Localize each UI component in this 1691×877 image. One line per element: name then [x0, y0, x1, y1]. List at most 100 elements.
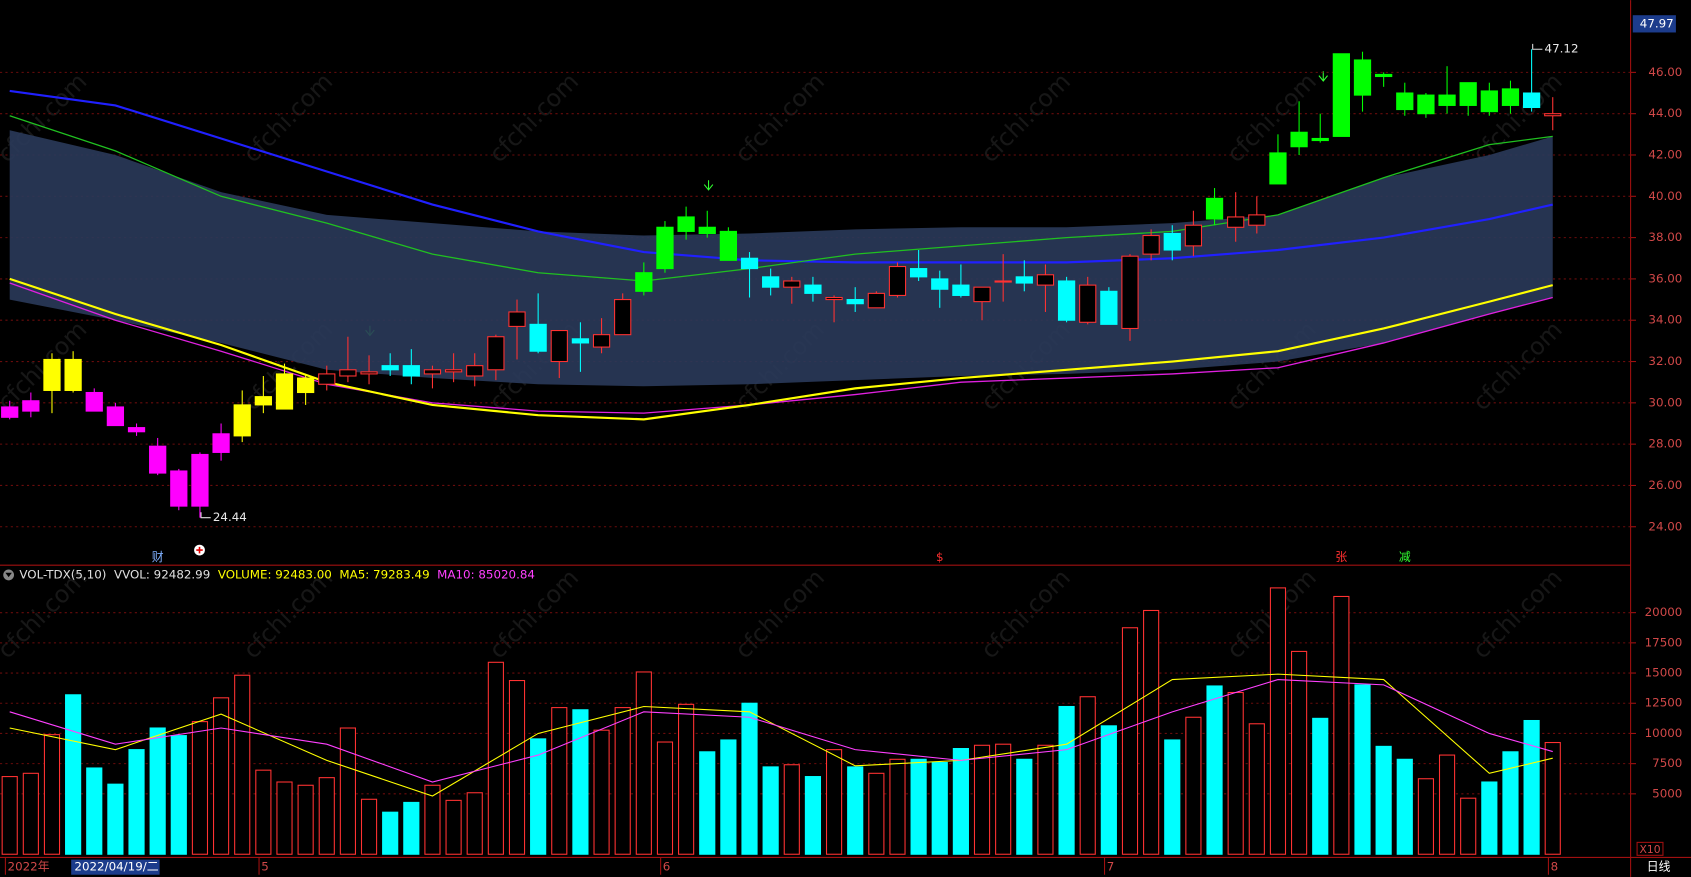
candle-body — [423, 369, 442, 375]
indicator-header: VOLUME: 92483.00 — [218, 567, 332, 581]
candle-body — [762, 276, 780, 288]
event-marker: 张 — [1335, 550, 1347, 564]
candle-body — [466, 365, 484, 377]
y-tick-label: 24.00 — [1648, 519, 1682, 533]
candle-body — [1121, 255, 1139, 330]
signal-arrow — [1318, 71, 1328, 82]
y-tick-label: 15000 — [1645, 666, 1683, 680]
volume-bar — [1143, 609, 1160, 855]
candle-body — [1248, 214, 1266, 226]
volume-bar — [678, 703, 695, 855]
y-tick-label: 12500 — [1645, 696, 1683, 710]
volume-bar — [424, 784, 441, 855]
volume-bar — [995, 743, 1012, 855]
signal-arrow — [703, 180, 714, 191]
candle-body — [1480, 90, 1498, 113]
candle-body — [1, 406, 19, 418]
candle-body — [550, 330, 568, 363]
candle-body — [1015, 276, 1033, 284]
event-marker: 财 — [152, 550, 164, 564]
volume-bar — [1164, 739, 1181, 855]
ma-line — [9, 115, 1553, 282]
event-icon-cross — [196, 546, 203, 554]
candle-body — [952, 284, 970, 296]
cursor-date-box — [71, 859, 160, 875]
candle-body — [487, 336, 505, 371]
candle-body — [275, 373, 294, 410]
candle-body — [571, 338, 590, 344]
y-tick-label: 38.00 — [1648, 230, 1682, 244]
candle-body — [1205, 197, 1224, 220]
candle-body — [1311, 137, 1329, 142]
candle-body — [1375, 73, 1393, 78]
volume-bar — [508, 680, 526, 855]
y-tick-label: 40.00 — [1648, 189, 1682, 203]
volume-bar — [1333, 595, 1350, 855]
candle-body — [825, 296, 843, 301]
candle-body — [698, 226, 716, 235]
volume-bar — [191, 721, 209, 855]
y-tick-label: 28.00 — [1648, 437, 1682, 451]
volume-bar — [783, 764, 800, 855]
y-tick-label: 46.00 — [1648, 65, 1682, 79]
annotation-pointer — [1532, 43, 1543, 50]
candle-body — [592, 334, 611, 348]
volume-bar — [212, 697, 230, 855]
candle-body — [931, 278, 949, 290]
candle-body — [1501, 88, 1520, 106]
volume-bar — [825, 749, 843, 855]
volume-bar — [297, 784, 314, 855]
volume-bar — [572, 709, 589, 855]
candle-body — [381, 365, 399, 371]
indicator-header: VVOL: 92482.99 — [114, 567, 210, 581]
volume-bar — [255, 769, 272, 855]
volume-bar — [847, 766, 864, 855]
volume-bar — [1354, 684, 1371, 855]
candle-body — [1332, 53, 1350, 137]
event-marker: $ — [936, 550, 944, 564]
x-tick-label: 8 — [1551, 860, 1559, 874]
unit-box — [1636, 841, 1664, 856]
volume-bar — [1121, 627, 1139, 855]
volume-bar — [1396, 758, 1413, 855]
volume-bar — [149, 727, 166, 855]
volume-bar — [1037, 744, 1054, 855]
candle-body — [444, 369, 463, 373]
candle-body — [804, 284, 822, 294]
volume-bar — [1269, 587, 1287, 855]
y-tick-label: 10000 — [1645, 726, 1683, 740]
volume-bar — [931, 762, 948, 855]
candle-body — [1396, 92, 1414, 111]
candle-body — [846, 299, 864, 305]
volume-bar — [382, 811, 399, 855]
indicator-header: MA10: 85020.84 — [437, 567, 535, 581]
volume-bar — [1417, 778, 1435, 855]
candle-body — [1227, 216, 1245, 228]
volume-bar — [276, 781, 293, 855]
candle-body — [1184, 224, 1203, 247]
volume-bar — [1100, 725, 1117, 855]
annotation-label: 47.12 — [1545, 42, 1579, 56]
volume-bar — [1291, 650, 1308, 855]
x-tick-label: 2022年 — [8, 860, 50, 874]
ma-line — [9, 282, 1553, 414]
candle-body — [740, 257, 759, 270]
top-price-label: 47.97 — [1640, 16, 1674, 30]
candle-body — [1438, 94, 1456, 106]
y-tick-label: 34.00 — [1648, 313, 1682, 327]
y-tick-label: 44.00 — [1648, 106, 1682, 120]
volume-bar — [86, 767, 103, 855]
volume-bar — [910, 758, 927, 855]
volume-bar — [22, 772, 39, 855]
candle-body — [64, 358, 82, 391]
volume-bar — [339, 727, 356, 855]
candle-body — [909, 268, 928, 278]
x-tick-label: 5 — [261, 860, 269, 874]
candle-body — [529, 323, 547, 352]
volume-bar — [466, 792, 483, 855]
band-area — [9, 130, 1553, 387]
volume-bar — [318, 777, 335, 855]
cursor-date: 2022/04/19/二 — [74, 860, 158, 874]
